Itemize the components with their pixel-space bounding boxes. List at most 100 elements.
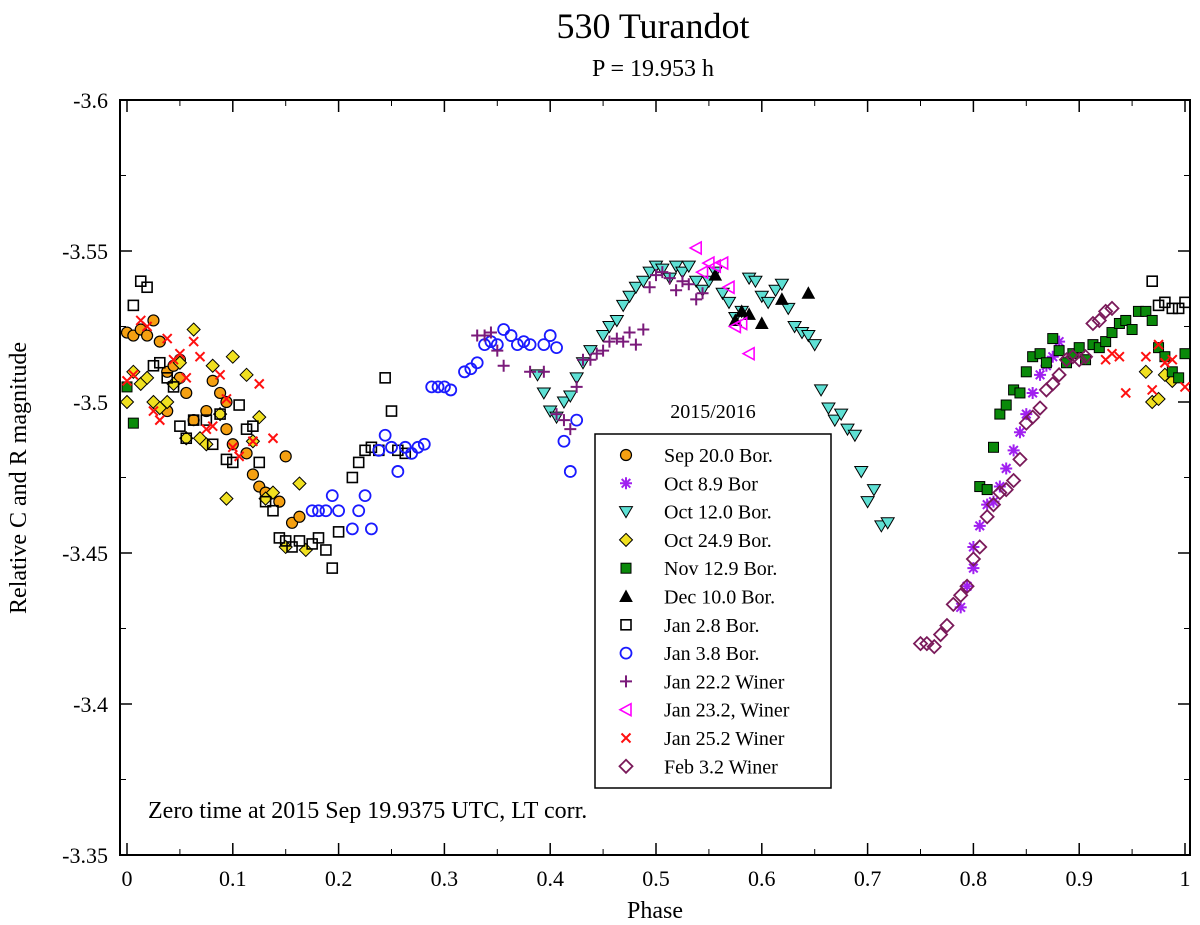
data-point xyxy=(273,495,286,508)
data-point xyxy=(385,440,398,454)
series-jan-2-8-bor- xyxy=(127,275,1191,574)
legend-entry: Feb 3.2 Winer xyxy=(618,756,778,778)
data-point xyxy=(543,329,557,342)
data-point xyxy=(293,510,306,523)
series-jan-25-2-winer xyxy=(121,315,1191,462)
data-point xyxy=(1034,368,1047,381)
data-point xyxy=(570,413,584,427)
data-point xyxy=(675,266,690,280)
data-point xyxy=(617,335,630,348)
data-point xyxy=(385,405,398,417)
data-point xyxy=(214,369,226,381)
x-tick-label: 0.7 xyxy=(854,866,882,891)
data-point xyxy=(346,471,359,484)
data-point xyxy=(833,408,849,422)
legend-marker xyxy=(618,506,634,519)
data-point xyxy=(1114,351,1125,362)
legend-entry: Jan 25.2 Winer xyxy=(620,728,785,750)
data-point xyxy=(623,326,636,339)
data-point xyxy=(425,380,439,394)
data-point xyxy=(748,275,763,289)
legend-entry: Oct 12.0 Bor. xyxy=(618,502,772,524)
data-point xyxy=(484,326,497,339)
data-point xyxy=(1073,342,1085,354)
data-point xyxy=(985,496,1002,513)
data-point xyxy=(1146,384,1158,396)
legend-entry: Oct 24.9 Bor. xyxy=(618,530,772,552)
data-point xyxy=(141,321,153,332)
legend-entry: Sep 20.0 Bor. xyxy=(619,445,773,467)
data-point xyxy=(188,336,199,347)
data-point xyxy=(181,372,192,384)
data-point xyxy=(537,338,551,352)
data-point xyxy=(332,504,346,518)
data-point xyxy=(128,369,139,381)
data-point xyxy=(174,420,186,432)
data-point xyxy=(1140,305,1152,317)
data-point xyxy=(365,441,378,454)
data-point xyxy=(714,255,729,271)
legend-marker xyxy=(619,589,633,602)
data-point xyxy=(127,299,140,312)
data-point xyxy=(945,596,962,613)
data-point xyxy=(147,359,160,372)
legend-entry: Nov 12.9 Bor. xyxy=(620,558,777,580)
data-point xyxy=(286,541,298,553)
data-point xyxy=(939,617,955,634)
x-tick-label: 0.2 xyxy=(325,866,353,891)
series-jan-23-2-winer xyxy=(688,240,755,362)
data-point xyxy=(352,456,365,469)
data-point xyxy=(267,433,279,444)
data-point xyxy=(1026,386,1039,399)
data-point xyxy=(721,279,735,295)
legend-entry: Dec 10.0 Bor. xyxy=(619,587,775,609)
data-point xyxy=(134,275,147,288)
data-point xyxy=(1077,348,1094,365)
data-point xyxy=(1159,357,1171,368)
y-tick-label: -3.4 xyxy=(73,692,108,717)
data-point xyxy=(650,269,662,282)
legend-entry: Jan 23.2, Winer xyxy=(618,700,790,722)
series-dec-10-0-bor- xyxy=(708,268,816,329)
data-point xyxy=(807,339,823,352)
data-point xyxy=(464,362,478,376)
data-point xyxy=(1106,327,1118,339)
data-point xyxy=(954,601,967,614)
data-point xyxy=(668,260,684,274)
data-point xyxy=(253,456,266,469)
data-point xyxy=(866,484,882,497)
legend-label: Jan 2.8 Bor. xyxy=(664,615,760,637)
data-point xyxy=(298,542,314,558)
data-point xyxy=(734,316,748,331)
data-point xyxy=(200,404,213,418)
data-point xyxy=(800,330,816,343)
data-point xyxy=(372,443,386,457)
series-oct-24-9-bor- xyxy=(119,322,1180,558)
x-axis-label: Phase xyxy=(627,898,683,924)
data-point xyxy=(1167,354,1178,365)
data-point xyxy=(961,580,974,593)
data-point xyxy=(550,341,563,355)
data-point xyxy=(1091,312,1108,329)
x-tick-label: 0 xyxy=(122,866,133,891)
data-point xyxy=(220,395,233,409)
data-point xyxy=(1007,444,1020,457)
data-point xyxy=(1020,366,1032,378)
axis-tick-labels: 0 0.1 0.2 0.3 0.4 0.5 0.6 0.7 0.8 0.9 1 -3.6 -3.55 -3… xyxy=(62,88,1190,891)
data-point xyxy=(187,414,200,426)
data-point xyxy=(570,380,583,393)
data-point xyxy=(1153,342,1165,354)
data-point xyxy=(1040,357,1052,369)
data-point xyxy=(391,465,405,478)
data-point xyxy=(359,444,371,457)
data-point xyxy=(240,423,253,435)
data-point xyxy=(610,332,623,345)
data-point xyxy=(167,381,180,393)
data-point xyxy=(768,284,783,298)
data-point xyxy=(312,532,325,544)
legend-box xyxy=(594,433,832,789)
zero-time-annotation: Zero time at 2015 Sep 19.9375 UTC, LT co… xyxy=(148,798,587,824)
data-point xyxy=(417,437,431,451)
legend-label: Jan 23.2, Winer xyxy=(664,700,790,722)
data-point xyxy=(279,450,292,463)
